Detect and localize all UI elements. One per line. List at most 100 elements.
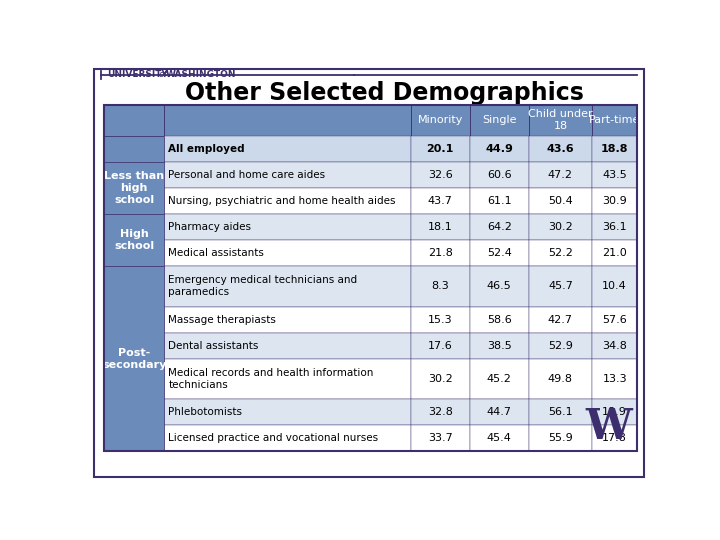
Bar: [528, 266, 593, 307]
Text: Emergency medical technicians and
paramedics: Emergency medical technicians and parame…: [168, 275, 357, 298]
Text: 47.2: 47.2: [548, 170, 573, 180]
Text: Part-time: Part-time: [589, 115, 640, 125]
Text: 42.7: 42.7: [548, 315, 573, 325]
Text: 33.7: 33.7: [428, 433, 453, 443]
Bar: [528, 105, 593, 136]
Text: 30.9: 30.9: [603, 196, 627, 206]
Bar: [528, 188, 593, 214]
Text: All employed: All employed: [168, 144, 245, 154]
Text: 38.5: 38.5: [487, 341, 512, 350]
Bar: [411, 105, 469, 136]
Bar: [164, 188, 411, 214]
Bar: [104, 266, 164, 451]
Text: 45.7: 45.7: [548, 281, 573, 291]
Text: 45.4: 45.4: [487, 433, 512, 443]
Bar: [164, 105, 411, 136]
Bar: [593, 240, 637, 266]
Bar: [411, 240, 469, 266]
Bar: [411, 425, 469, 451]
Bar: [411, 136, 469, 162]
Text: High
school: High school: [114, 229, 154, 251]
Bar: [593, 162, 637, 188]
Text: Massage therapiasts: Massage therapiasts: [168, 315, 276, 325]
Text: 49.8: 49.8: [548, 374, 573, 384]
Bar: [528, 399, 593, 425]
Text: Medical records and health information
technicians: Medical records and health information t…: [168, 368, 374, 390]
Text: Post-
secondary: Post- secondary: [102, 348, 166, 370]
Bar: [164, 399, 411, 425]
Text: Child under
18: Child under 18: [528, 109, 593, 131]
Text: 36.1: 36.1: [603, 222, 627, 232]
Text: 18.8: 18.8: [601, 144, 629, 154]
Text: Medical assistants: Medical assistants: [168, 248, 264, 258]
Bar: [469, 105, 528, 136]
Bar: [593, 307, 637, 333]
Text: 8.3: 8.3: [431, 281, 449, 291]
Text: Other Selected Demographics: Other Selected Demographics: [185, 80, 584, 105]
Bar: [164, 162, 411, 188]
Bar: [164, 307, 411, 333]
Bar: [469, 214, 528, 240]
Bar: [104, 105, 637, 451]
Bar: [104, 105, 164, 136]
Bar: [528, 214, 593, 240]
Text: 17.6: 17.6: [428, 341, 453, 350]
Text: 20.1: 20.1: [427, 144, 454, 154]
Text: 52.4: 52.4: [487, 248, 512, 258]
Text: 21.0: 21.0: [603, 248, 627, 258]
Bar: [164, 425, 411, 451]
Bar: [469, 307, 528, 333]
Bar: [469, 136, 528, 162]
Text: 18.9: 18.9: [602, 407, 627, 417]
Bar: [411, 333, 469, 359]
Text: 32.6: 32.6: [428, 170, 453, 180]
Bar: [593, 105, 637, 136]
Bar: [411, 359, 469, 399]
Text: Dental assistants: Dental assistants: [168, 341, 258, 350]
Bar: [593, 136, 637, 162]
Text: 21.8: 21.8: [428, 248, 453, 258]
Text: 64.2: 64.2: [487, 222, 512, 232]
Bar: [164, 240, 411, 266]
Text: 34.8: 34.8: [602, 341, 627, 350]
Text: 15.3: 15.3: [428, 315, 453, 325]
Bar: [528, 162, 593, 188]
Text: Minority: Minority: [418, 115, 463, 125]
Bar: [164, 136, 411, 162]
Text: 44.7: 44.7: [487, 407, 512, 417]
Text: Nursing, psychiatric and home health aides: Nursing, psychiatric and home health aid…: [168, 196, 396, 206]
Text: 45.2: 45.2: [487, 374, 512, 384]
Text: W: W: [586, 406, 632, 448]
Text: 13.3: 13.3: [603, 374, 627, 384]
Text: 30.2: 30.2: [428, 374, 453, 384]
Bar: [469, 162, 528, 188]
Bar: [411, 162, 469, 188]
Bar: [104, 214, 164, 266]
Text: Pharmacy aides: Pharmacy aides: [168, 222, 251, 232]
Bar: [528, 333, 593, 359]
Bar: [593, 266, 637, 307]
Bar: [593, 214, 637, 240]
Bar: [593, 399, 637, 425]
Bar: [411, 266, 469, 307]
Text: Single: Single: [482, 115, 516, 125]
Text: of: of: [158, 70, 167, 79]
Bar: [469, 240, 528, 266]
Text: 58.6: 58.6: [487, 315, 512, 325]
Bar: [469, 359, 528, 399]
Bar: [528, 136, 593, 162]
Text: 50.4: 50.4: [548, 196, 573, 206]
Text: 10.4: 10.4: [603, 281, 627, 291]
Bar: [469, 399, 528, 425]
Text: 61.1: 61.1: [487, 196, 511, 206]
Text: 17.8: 17.8: [602, 433, 627, 443]
Text: 52.9: 52.9: [548, 341, 573, 350]
Bar: [411, 399, 469, 425]
Text: Less than
high
school: Less than high school: [104, 171, 164, 205]
Text: 52.2: 52.2: [548, 248, 573, 258]
Bar: [469, 333, 528, 359]
Bar: [469, 425, 528, 451]
Bar: [528, 359, 593, 399]
Bar: [411, 188, 469, 214]
Text: Phlebotomists: Phlebotomists: [168, 407, 242, 417]
